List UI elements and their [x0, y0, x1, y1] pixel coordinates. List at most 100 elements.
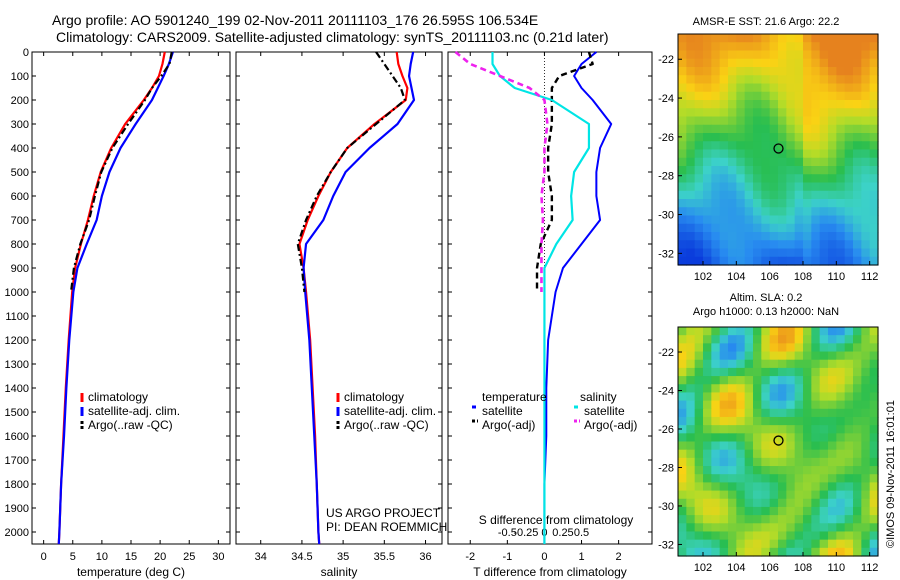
- map-cell: [786, 157, 796, 167]
- map-cell: [819, 34, 829, 43]
- map-cell: [678, 91, 687, 101]
- map-cell: [761, 215, 771, 225]
- map-cell: [769, 240, 779, 250]
- map-cell: [811, 384, 821, 394]
- map-cell: [769, 91, 779, 101]
- map-cell: [794, 376, 804, 385]
- map-cell: [753, 449, 762, 459]
- map-y-tick-label: -22: [658, 347, 674, 359]
- map-cell: [719, 376, 729, 385]
- map-cell: [778, 240, 787, 250]
- map-cell: [744, 498, 754, 508]
- map-cell: [819, 223, 829, 233]
- map-cell: [678, 108, 687, 118]
- map-cell: [803, 83, 812, 93]
- panel-2-frame: [235, 51, 443, 545]
- map-cell: [686, 232, 696, 241]
- map-cell: [694, 157, 704, 167]
- map-cell: [678, 408, 687, 418]
- map-cell: [694, 457, 704, 467]
- map-cell: [794, 75, 804, 85]
- map-cell: [736, 67, 746, 76]
- map-cell: [711, 108, 721, 118]
- map-cell: [819, 449, 829, 459]
- map-cell: [728, 376, 737, 385]
- map-cell: [794, 482, 804, 492]
- map-cell: [736, 100, 746, 109]
- map-cell: [811, 400, 821, 410]
- map-cell: [769, 232, 779, 241]
- map-cell: [803, 149, 812, 159]
- map-cell: [761, 343, 771, 353]
- map-cell: [861, 506, 871, 516]
- map-cell: [711, 515, 721, 524]
- map-cell: [686, 506, 696, 516]
- map-cell: [861, 91, 871, 101]
- map-cell: [828, 67, 837, 76]
- map-cell: [736, 547, 746, 557]
- map-cell: [828, 223, 837, 233]
- map-cell: [803, 531, 812, 541]
- map-cell: [703, 34, 712, 43]
- map-cell: [828, 327, 837, 336]
- map-cell: [719, 392, 729, 402]
- map-cell: [694, 256, 704, 266]
- map-cell: [786, 466, 796, 475]
- map-cell: [869, 351, 879, 361]
- map-cell: [811, 215, 821, 225]
- map-cell: [753, 67, 762, 76]
- map-cell: [853, 457, 862, 467]
- map-cell: [803, 124, 812, 134]
- map-cell: [744, 539, 754, 549]
- map-cell: [686, 400, 696, 410]
- map-cell: [719, 248, 729, 258]
- map-cell: [728, 42, 737, 52]
- map-cell: [753, 400, 762, 410]
- map-x-tick-label: 110: [828, 271, 846, 283]
- map-cell: [853, 449, 862, 459]
- map-cell: [794, 124, 804, 134]
- map-cell: [778, 376, 787, 385]
- map-cell: [686, 498, 696, 508]
- map-cell: [836, 384, 846, 394]
- map-cell: [794, 116, 804, 126]
- map-cell: [778, 466, 787, 475]
- map-cell: [819, 359, 829, 369]
- map-cell: [811, 240, 821, 250]
- map-cell: [819, 327, 829, 336]
- map-cell: [744, 91, 754, 101]
- map-cell: [844, 441, 854, 451]
- map-cell: [694, 100, 704, 109]
- map-cell: [803, 182, 812, 192]
- map-cell: [761, 256, 771, 266]
- map-cell: [869, 547, 879, 557]
- map-cell: [803, 376, 812, 385]
- map-cell: [778, 482, 787, 492]
- map-cell: [728, 75, 737, 85]
- map-cell: [736, 400, 746, 410]
- map-cell: [769, 343, 779, 353]
- map-cell: [836, 58, 846, 68]
- map-cell: [803, 367, 812, 377]
- map-cell: [744, 359, 754, 369]
- map-cell: [719, 133, 729, 142]
- map-cell: [753, 425, 762, 434]
- map-cell: [761, 539, 771, 549]
- map-cell: [828, 91, 837, 101]
- map-cell: [744, 474, 754, 483]
- map-cell: [828, 425, 837, 434]
- x-tick-label: 30: [212, 551, 224, 563]
- map-cell: [778, 174, 787, 184]
- map-cell: [861, 182, 871, 192]
- map-cell: [686, 523, 696, 533]
- map-cell: [719, 408, 729, 418]
- map-cell: [753, 531, 762, 541]
- map-cell: [811, 482, 821, 492]
- map-cell: [678, 58, 687, 68]
- map-cell: [811, 376, 821, 385]
- map-cell: [844, 416, 854, 426]
- map-cell: [719, 506, 729, 516]
- map-cell: [711, 327, 721, 336]
- map-cell: [794, 100, 804, 109]
- map-cell: [753, 384, 762, 394]
